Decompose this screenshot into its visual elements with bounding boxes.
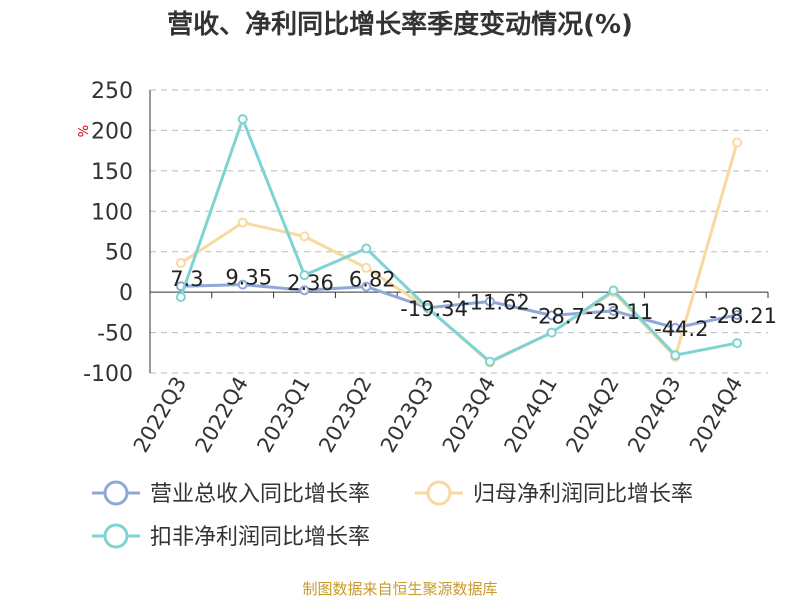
y-tick-label: -100 bbox=[83, 362, 133, 387]
x-tick-label: 2023Q4 bbox=[438, 373, 500, 457]
data-labels: 7.3 9.35 2.36 6.82-19.34-11.62-28.7 -23.11-4… bbox=[170, 266, 777, 341]
y-tick-label: 50 bbox=[105, 241, 133, 266]
y-tick-label: 250 bbox=[91, 79, 133, 104]
series-1-point bbox=[361, 281, 372, 292]
y-tick-label: 0 bbox=[119, 281, 133, 306]
x-tick-label: 2024Q3 bbox=[623, 373, 685, 457]
series-3-point bbox=[608, 285, 619, 296]
series-2-point bbox=[361, 262, 372, 273]
data-label: -19.34 bbox=[400, 297, 468, 321]
y-tick-label: 150 bbox=[91, 160, 133, 185]
series-1-point bbox=[546, 310, 557, 321]
series-3-point bbox=[670, 350, 681, 361]
series-line-1 bbox=[180, 283, 738, 330]
y-tick-label: -50 bbox=[97, 322, 133, 347]
legend-label-1: 营业总收入同比增长率 bbox=[150, 482, 370, 507]
x-tick-label: 2022Q3 bbox=[129, 373, 191, 457]
series-3-point bbox=[732, 338, 743, 349]
series-3-point bbox=[299, 270, 310, 281]
grid bbox=[150, 89, 768, 374]
y-tick-label: 200 bbox=[91, 119, 133, 144]
series-2-point bbox=[732, 137, 743, 148]
data-label: -44.2 bbox=[654, 317, 708, 341]
series-3-point bbox=[361, 243, 372, 254]
x-tick-label: 2024Q4 bbox=[685, 373, 747, 457]
data-label: 7.3 bbox=[170, 267, 203, 291]
legend-label-2: 归母净利润同比增长率 bbox=[473, 482, 693, 507]
series-1-point bbox=[608, 305, 619, 316]
legend-marker-2 bbox=[426, 480, 452, 506]
legend-marker-3 bbox=[103, 523, 129, 549]
series-1-point bbox=[299, 285, 310, 296]
data-label: -28.21 bbox=[709, 304, 777, 328]
data-label: 2.36 bbox=[287, 271, 334, 295]
series-3-point bbox=[237, 114, 248, 125]
series-3-point bbox=[546, 327, 557, 338]
x-tick-label: 2023Q1 bbox=[252, 373, 314, 457]
series-1-point bbox=[670, 322, 681, 333]
series-group bbox=[175, 114, 743, 368]
series-3-point bbox=[423, 303, 434, 314]
data-label: -11.62 bbox=[462, 291, 530, 315]
series-1-point bbox=[732, 309, 743, 320]
series-2-point bbox=[237, 217, 248, 228]
chart-title: 营收、净利同比增长率季度变动情况(%) bbox=[167, 9, 633, 40]
series-3-point bbox=[484, 356, 495, 367]
legend-marker-1 bbox=[103, 480, 129, 506]
y-tick-label: 100 bbox=[91, 200, 133, 225]
legend-label-3: 扣非净利润同比增长率 bbox=[150, 525, 370, 550]
data-label: -28.7 bbox=[531, 304, 585, 328]
data-label: 9.35 bbox=[225, 266, 272, 290]
source-note: 制图数据来自恒生聚源数据库 bbox=[302, 580, 497, 598]
x-tick-label: 2023Q3 bbox=[376, 372, 438, 456]
series-2-point bbox=[299, 231, 310, 242]
series-1-point bbox=[484, 296, 495, 307]
x-tick-label: 2024Q2 bbox=[561, 373, 623, 457]
x-tick-label: 2023Q2 bbox=[314, 373, 376, 457]
series-3-point bbox=[175, 291, 186, 302]
x-tick-label: 2022Q4 bbox=[191, 373, 253, 457]
series-line-3 bbox=[179, 117, 738, 364]
data-label: 6.82 bbox=[349, 268, 396, 292]
series-2-point bbox=[175, 258, 186, 269]
x-tick-label: 2024Q1 bbox=[500, 373, 562, 457]
data-label: -23.11 bbox=[586, 300, 654, 324]
y-axis-label: % bbox=[77, 125, 92, 137]
series-1-point bbox=[237, 279, 248, 290]
